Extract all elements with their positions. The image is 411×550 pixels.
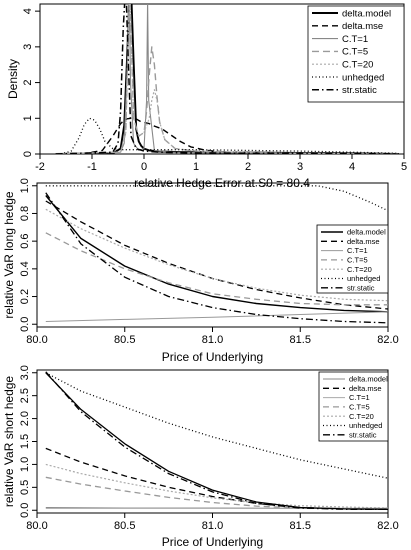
y-tick-label: 0.5: [19, 480, 31, 495]
x-tick-label: 81.5: [290, 520, 311, 532]
legend-label: C.T=5: [347, 256, 368, 265]
x-tick-label: 80.0: [26, 334, 47, 346]
x-tick-label: 4: [349, 161, 355, 173]
y-axis-label: relative VaR long hedge: [2, 191, 16, 319]
legend-label: C.T=5: [349, 403, 370, 412]
series-group: [55, 4, 399, 154]
y-tick-label: 0.2: [19, 289, 31, 304]
legend-box: [318, 371, 389, 442]
series-line: [45, 195, 388, 313]
y-tick-label: 0.8: [19, 206, 31, 221]
x-axis-label: Price of Underlying: [162, 535, 263, 549]
x-tick-label: 80.5: [114, 520, 135, 532]
x-tick-label: 2: [245, 161, 251, 173]
y-axis-label: Density: [6, 59, 20, 99]
legend-label: C.T=5: [342, 47, 368, 58]
series-line: [45, 372, 388, 479]
legend-label: delta.model: [349, 375, 388, 384]
legend-label: unhedged: [347, 274, 380, 283]
series-line: [45, 232, 388, 306]
legend-label: str.static: [342, 85, 377, 96]
series-line: [81, 117, 353, 154]
x-tick-label: 80.0: [26, 520, 47, 532]
series-group: [45, 185, 388, 324]
legend-label: delta.model: [342, 8, 391, 19]
x-tick-label: 80.5: [114, 334, 135, 346]
x-tick-label: -2: [35, 161, 45, 173]
legend-label: C.T=1: [342, 34, 368, 45]
series-line: [45, 476, 388, 510]
y-tick-label: 1.0: [19, 178, 31, 193]
y-tick-label: 0.0: [19, 503, 31, 518]
series-line: [45, 185, 388, 212]
legend-label: unhedged: [342, 72, 384, 83]
x-tick-label: 3: [297, 161, 303, 173]
x-tick-label: 81.5: [290, 334, 311, 346]
legend-label: delta.mse: [342, 21, 383, 32]
legend-label: unhedged: [349, 421, 382, 430]
series-line: [55, 4, 353, 154]
legend-label: delta.mse: [349, 384, 382, 393]
y-tick-label: 0.6: [19, 234, 31, 249]
legend-label: C.T=1: [347, 246, 368, 255]
y-axis-label: relative VaR short hedge: [2, 376, 16, 508]
x-tick-label: 81.0: [202, 520, 223, 532]
y-tick-label: 4: [22, 8, 34, 14]
legend-label: C.T=20: [349, 412, 374, 421]
y-tick-label: 0.0: [19, 317, 31, 332]
series-line: [45, 371, 388, 510]
x-tick-label: 0: [141, 161, 147, 173]
legend: delta.modeldelta.mseC.T=1C.T=5C.T=20unhe…: [318, 371, 389, 442]
x-tick-label: 82.0: [377, 520, 398, 532]
legend-label: C.T=20: [347, 265, 372, 274]
y-tick-label: 3.0: [19, 365, 31, 380]
x-tick-label: 81.0: [202, 334, 223, 346]
series-line: [45, 208, 388, 302]
chart-panel-3: 80.0 80.5 81.0 81.5 82.0 0.0 0.5 1.0 1.5 2.0 2.5 3.…: [2, 365, 399, 549]
x-axis-label: Price of Underlying: [162, 350, 263, 364]
series-line: [55, 4, 399, 154]
legend-label: str.static: [349, 430, 377, 439]
y-tick-label: 3: [22, 44, 34, 50]
series-line: [55, 4, 353, 154]
legend-label: delta.model: [347, 228, 386, 237]
legend: delta.modeldelta.mseC.T=1C.T=5C.T=20unhe…: [316, 224, 389, 294]
series-group: [45, 371, 388, 510]
legend-label: delta.mse: [347, 237, 380, 246]
x-tick-label: -1: [87, 161, 97, 173]
legend-box: [307, 5, 405, 103]
legend-box: [316, 224, 389, 294]
legend-label: str.static: [347, 283, 375, 292]
legend-label: C.T=20: [342, 60, 373, 71]
series-line: [45, 447, 388, 510]
y-tick-label: 2: [22, 80, 34, 86]
x-tick-label: 82.0: [377, 334, 398, 346]
x-tick-label: 5: [401, 161, 407, 173]
legend: delta.model delta.mse C.T=1 C.T=5 C.T=20unhe…: [307, 5, 405, 103]
y-tick-label: 0.4: [19, 261, 31, 276]
y-tick-label: 0: [22, 151, 34, 157]
series-line: [45, 311, 388, 322]
series-line: [60, 117, 399, 154]
y-tick-label: 1.0: [19, 457, 31, 472]
chart-panel-2: 80.0 80.5 81.0 81.5 82.0 0.0 0.2 0.4 0.6 0.8 1.0 Pr…: [2, 178, 399, 364]
y-tick-label: 1.5: [19, 434, 31, 449]
y-tick-label: 2.5: [19, 388, 31, 403]
y-tick-label: 1: [22, 115, 34, 121]
legend-label: C.T=1: [349, 393, 370, 402]
series-line: [45, 372, 388, 510]
x-tick-label: 1: [193, 161, 199, 173]
y-tick-label: 2.0: [19, 411, 31, 426]
